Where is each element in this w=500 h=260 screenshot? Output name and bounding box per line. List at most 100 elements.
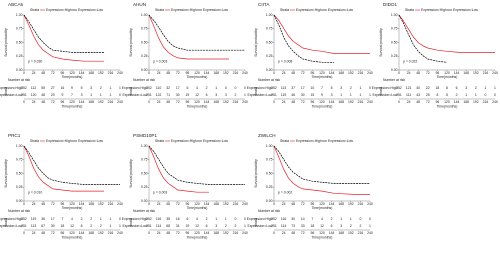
- risk-count: 251: [146, 93, 152, 97]
- risk-count: 1: [90, 93, 92, 97]
- risk-count: 1: [100, 93, 102, 97]
- y-tick-label: 0.75: [266, 27, 273, 31]
- risk-x-tick-label: 48: [166, 231, 170, 235]
- risk-count: 30: [176, 93, 180, 97]
- risk-count: 113: [281, 86, 287, 90]
- risk-x-tick-label: 120: [444, 100, 450, 104]
- risk-row-label: Expression=Low: [373, 93, 399, 97]
- p-value: p = 0.008: [278, 60, 292, 64]
- risk-row-label: Expression=High: [247, 86, 273, 90]
- risk-x-tick-label: 72: [51, 100, 55, 104]
- risk-count: 1: [359, 93, 361, 97]
- risk-count: 3: [215, 224, 217, 228]
- y-tick-label: 1.00: [16, 144, 23, 148]
- risk-count: 0: [369, 217, 371, 221]
- risk-x-label: Time(months): [437, 104, 458, 108]
- risk-count: 252: [146, 86, 152, 90]
- risk-x-tick-label: 168: [213, 100, 219, 104]
- x-tick-label: 48: [41, 71, 45, 75]
- y-tick-label: 0.25: [266, 54, 273, 58]
- risk-count: 1: [244, 224, 246, 228]
- risk-count: 17: [301, 86, 305, 90]
- risk-count: 0: [119, 217, 121, 221]
- survival-curve: [273, 145, 370, 195]
- risk-count: 27: [51, 86, 55, 90]
- legend-label: Expression=Low: [203, 8, 229, 12]
- risk-x-tick-label: 24: [282, 100, 286, 104]
- survival-curve: [23, 145, 120, 185]
- risk-x-tick-label: 144: [79, 100, 85, 104]
- risk-x-tick-label: 120: [319, 100, 325, 104]
- x-tick-label: 24: [157, 71, 161, 75]
- risk-row-label: Expression=High: [372, 86, 398, 90]
- risk-count: 18: [61, 224, 65, 228]
- risk-count: 251: [396, 93, 402, 97]
- risk-count: 1: [340, 93, 342, 97]
- panel-title: PRC1: [8, 133, 21, 138]
- x-tick-label: 168: [213, 71, 219, 75]
- legend-title: Strata: [155, 8, 164, 12]
- risk-axis-label: Strata: [129, 218, 133, 227]
- risk-count: 0: [369, 86, 371, 90]
- x-tick-label: 144: [329, 202, 335, 206]
- risk-count: 4: [71, 217, 73, 221]
- risk-count: 6: [186, 86, 188, 90]
- risk-count: 2: [90, 224, 92, 228]
- risk-count: 2: [359, 224, 361, 228]
- risk-x-tick-label: 120: [69, 231, 75, 235]
- risk-x-tick-label: 72: [51, 231, 55, 235]
- risk-x-tick-label: 0: [23, 100, 25, 104]
- y-axis-label: Survival probability: [129, 159, 133, 188]
- risk-x-tick-label: 120: [194, 100, 200, 104]
- risk-count: 111: [406, 93, 411, 97]
- risk-count: 0: [234, 86, 236, 90]
- risk-count: 4: [196, 217, 198, 221]
- risk-count: 251: [146, 224, 152, 228]
- risk-x-tick-label: 0: [273, 231, 275, 235]
- x-tick-label: 216: [233, 71, 239, 75]
- risk-count: 2: [350, 86, 352, 90]
- risk-count: 252: [271, 217, 277, 221]
- risk-count: 19: [186, 224, 190, 228]
- y-axis-label: Survival probability: [4, 159, 8, 188]
- risk-x-tick-label: 0: [23, 231, 25, 235]
- risk-count: 1: [359, 86, 361, 90]
- risk-count: 112: [31, 86, 37, 90]
- risk-count: 3: [465, 86, 467, 90]
- y-tick-label: 0.00: [266, 68, 273, 72]
- y-tick-label: 0.00: [141, 68, 148, 72]
- risk-count: 251: [271, 93, 277, 97]
- risk-axis-label: Strata: [379, 87, 383, 96]
- risk-title: Number at risk: [258, 209, 280, 213]
- risk-count: 3: [331, 93, 333, 97]
- risk-count: 1: [494, 86, 496, 90]
- x-tick-label: 96: [61, 71, 65, 75]
- x-tick-label: 24: [282, 202, 286, 206]
- risk-count: 9: [61, 93, 63, 97]
- risk-count: 251: [21, 93, 27, 97]
- risk-x-tick-label: 216: [233, 100, 239, 104]
- x-tick-label: 0: [398, 71, 400, 75]
- risk-x-tick-label: 48: [416, 100, 420, 104]
- x-tick-label: 120: [69, 202, 75, 206]
- risk-x-tick-label: 168: [88, 231, 94, 235]
- risk-count: 3: [215, 93, 217, 97]
- risk-x-tick-label: 168: [88, 100, 94, 104]
- risk-count: 3: [225, 93, 227, 97]
- risk-count: 2: [100, 86, 102, 90]
- risk-x-tick-label: 24: [32, 100, 36, 104]
- risk-count: 1: [465, 93, 467, 97]
- risk-x-tick-label: 72: [176, 100, 180, 104]
- y-tick-label: 0.25: [141, 185, 148, 189]
- x-tick-label: 144: [204, 202, 210, 206]
- legend-label: Expression=High: [46, 139, 72, 143]
- risk-count: 25: [426, 93, 430, 97]
- risk-x-tick-label: 120: [194, 231, 200, 235]
- risk-count: 110: [156, 86, 162, 90]
- risk-count: 35: [166, 217, 170, 221]
- panel-title: PSMD10P1: [133, 133, 157, 138]
- y-tick-label: 0.00: [16, 199, 23, 203]
- x-axis-label: Time(months): [187, 206, 208, 210]
- legend-label: Expression=High: [421, 8, 447, 12]
